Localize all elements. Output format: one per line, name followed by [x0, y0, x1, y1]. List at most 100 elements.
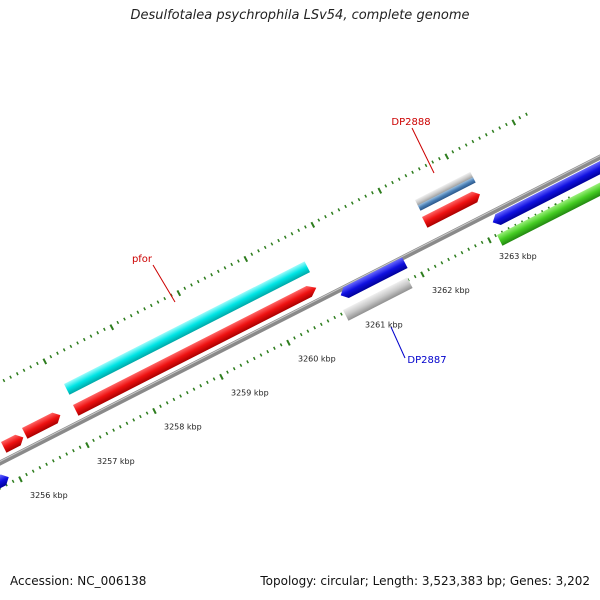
tick-mark: [404, 174, 408, 178]
tick-mark: [76, 341, 79, 345]
tick-mark: [259, 353, 263, 357]
tick-mark: [467, 247, 471, 251]
tick-label: 3260 kbp: [298, 354, 336, 363]
dp2888-cds: [422, 191, 480, 228]
tick-mark: [270, 242, 274, 246]
tick-labels: 3256 kbp 3257 kbp 3258 kbp 3259 kbp 3260 kbp…: [30, 252, 537, 500]
tick-label: 3262 kbp: [432, 286, 470, 295]
tick-mark: [136, 310, 140, 314]
tick-mark: [125, 421, 129, 426]
tick-mark: [299, 332, 303, 337]
tick-mark: [344, 204, 347, 209]
tick-mark: [25, 472, 28, 477]
tick-mark: [447, 257, 450, 262]
tick-label: 3257 kbp: [97, 457, 135, 466]
tick-mark: [36, 361, 39, 366]
tick-mark: [129, 313, 133, 318]
pfor-cds: [73, 286, 317, 416]
tick-mark: [109, 324, 115, 331]
tick-mark: [377, 187, 383, 194]
tick-mark: [417, 167, 421, 171]
tick-mark: [192, 387, 196, 391]
reverse-cds-3: [0, 474, 9, 491]
dp2887-label: DP2887: [407, 355, 446, 366]
tick-mark: [464, 143, 468, 147]
backbone-line: [0, 154, 600, 466]
small-cds-1: [22, 412, 61, 439]
tick-mark: [22, 368, 26, 372]
tick-mark: [11, 479, 15, 484]
reverse-cds-2: [492, 157, 600, 225]
tick-mark: [65, 452, 69, 456]
tick-mark: [145, 411, 149, 415]
inner-tick-row: [0, 196, 571, 490]
tick-mark: [310, 221, 316, 228]
tick-mark: [433, 264, 437, 268]
tick-mark: [49, 354, 53, 359]
tick-label: 3258 kbp: [164, 423, 202, 432]
accession-text: Accession: NC_006138: [10, 574, 147, 588]
tick-mark: [484, 133, 488, 137]
tick-mark: [239, 363, 243, 367]
tick-mark: [277, 238, 280, 243]
tick-mark: [438, 156, 441, 161]
tick-mark: [156, 300, 160, 304]
tick-mark: [176, 289, 182, 297]
tick-mark: [210, 273, 213, 277]
tick-mark: [85, 442, 90, 449]
tick-mark: [290, 232, 294, 236]
tick-mark: [440, 261, 444, 265]
pfor-leader: [152, 264, 176, 303]
tick-mark: [411, 170, 414, 174]
tick-mark: [38, 466, 42, 470]
tick-mark: [82, 337, 86, 342]
tick-mark: [525, 112, 528, 116]
tick-mark: [491, 129, 495, 134]
tick-mark: [232, 367, 236, 371]
tick-mark: [333, 315, 337, 320]
tick-mark: [391, 180, 394, 185]
tick-mark: [31, 469, 35, 473]
tick-mark: [337, 208, 341, 212]
rrna-feature: [64, 261, 311, 395]
tick-mark: [56, 351, 59, 355]
tick-mark: [62, 348, 66, 352]
outer-tick-row: [2, 112, 528, 383]
tick-mark: [163, 296, 167, 301]
tick-mark: [317, 218, 321, 222]
tick-mark: [105, 431, 109, 436]
tick-mark: [2, 378, 6, 383]
tick-mark: [118, 425, 122, 429]
tick-mark: [72, 448, 75, 453]
tick-mark: [458, 146, 461, 151]
tick-mark: [96, 331, 100, 335]
tick-mark: [78, 445, 82, 449]
tick-mark: [152, 407, 157, 415]
tick-mark: [350, 201, 354, 205]
tick-mark: [319, 322, 323, 327]
tick-mark: [58, 455, 62, 460]
tick-mark: [185, 390, 189, 395]
tick-mark: [196, 279, 200, 284]
tick-mark: [216, 269, 220, 273]
tick-mark: [518, 115, 522, 120]
tick-mark: [424, 163, 428, 168]
tick-mark: [427, 268, 430, 272]
tick-mark: [219, 373, 224, 380]
tick-mark: [89, 334, 93, 338]
tick-mark: [252, 356, 256, 361]
tick-mark: [413, 274, 417, 279]
tick-mark: [480, 240, 484, 245]
tick-mark: [263, 245, 267, 250]
tick-mark: [237, 259, 240, 263]
tick-mark: [444, 153, 450, 160]
tick-mark: [384, 184, 388, 188]
tick-mark: [340, 312, 343, 316]
tick-mark: [266, 349, 270, 354]
tick-label: 3261 kbp: [365, 320, 403, 329]
tick-mark: [159, 404, 162, 408]
small-cds-2: [1, 434, 24, 453]
tick-mark: [179, 394, 182, 398]
tick-mark: [223, 266, 227, 270]
tick-mark: [183, 286, 187, 291]
